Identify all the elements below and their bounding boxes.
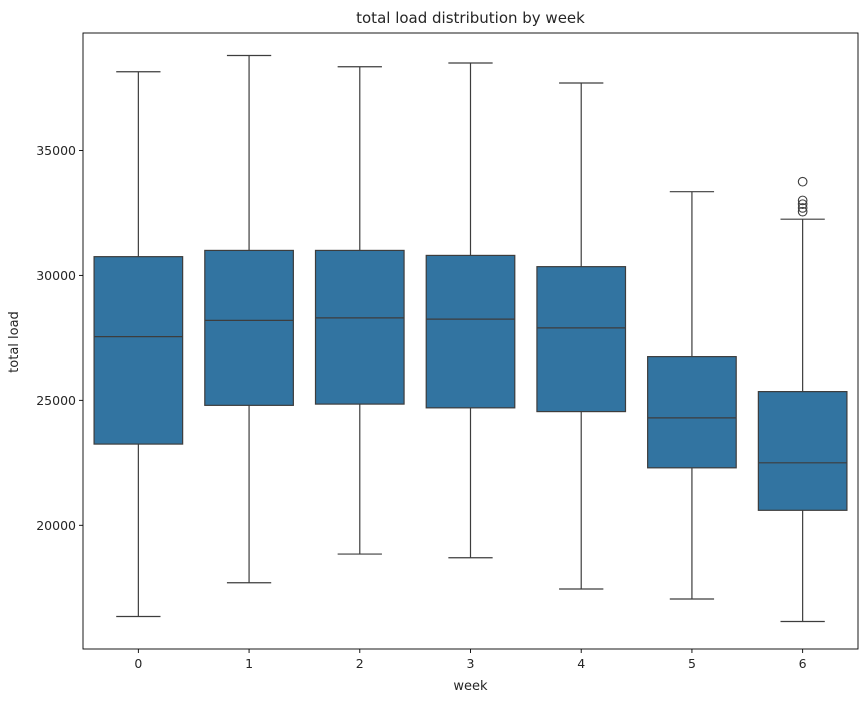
- y-tick-label: 20000: [36, 518, 76, 533]
- outlier-point: [797, 206, 808, 217]
- outlier-point: [797, 203, 808, 213]
- box-iqr: [93, 256, 184, 445]
- box-iqr: [757, 391, 848, 511]
- chart-title: total load distribution by week: [356, 9, 585, 27]
- x-tick-label: 3: [467, 656, 475, 671]
- box-iqr: [314, 249, 405, 405]
- box-iqr: [425, 254, 516, 409]
- x-tick-label: 1: [245, 656, 253, 671]
- x-tick-label: 0: [134, 656, 142, 671]
- box-iqr: [204, 249, 294, 406]
- y-tick-label: 35000: [36, 143, 76, 158]
- outlier-point: [797, 176, 808, 187]
- outlier-point: [797, 195, 808, 206]
- x-tick-label: 5: [688, 656, 696, 671]
- box-iqr: [536, 266, 627, 413]
- box-iqr: [647, 356, 737, 469]
- x-tick-label: 6: [799, 656, 807, 671]
- x-tick-label: 4: [577, 656, 585, 671]
- y-tick-label: 30000: [36, 268, 76, 283]
- x-axis-label: week: [453, 679, 488, 694]
- y-axis-label: total load: [7, 311, 22, 373]
- plot-area: 20000 25000 30000 35000 0 1 2 3 4 5 6: [36, 32, 859, 671]
- x-tick-label: 2: [356, 656, 364, 671]
- y-tick-label: 25000: [36, 393, 76, 408]
- outlier-point: [797, 199, 808, 210]
